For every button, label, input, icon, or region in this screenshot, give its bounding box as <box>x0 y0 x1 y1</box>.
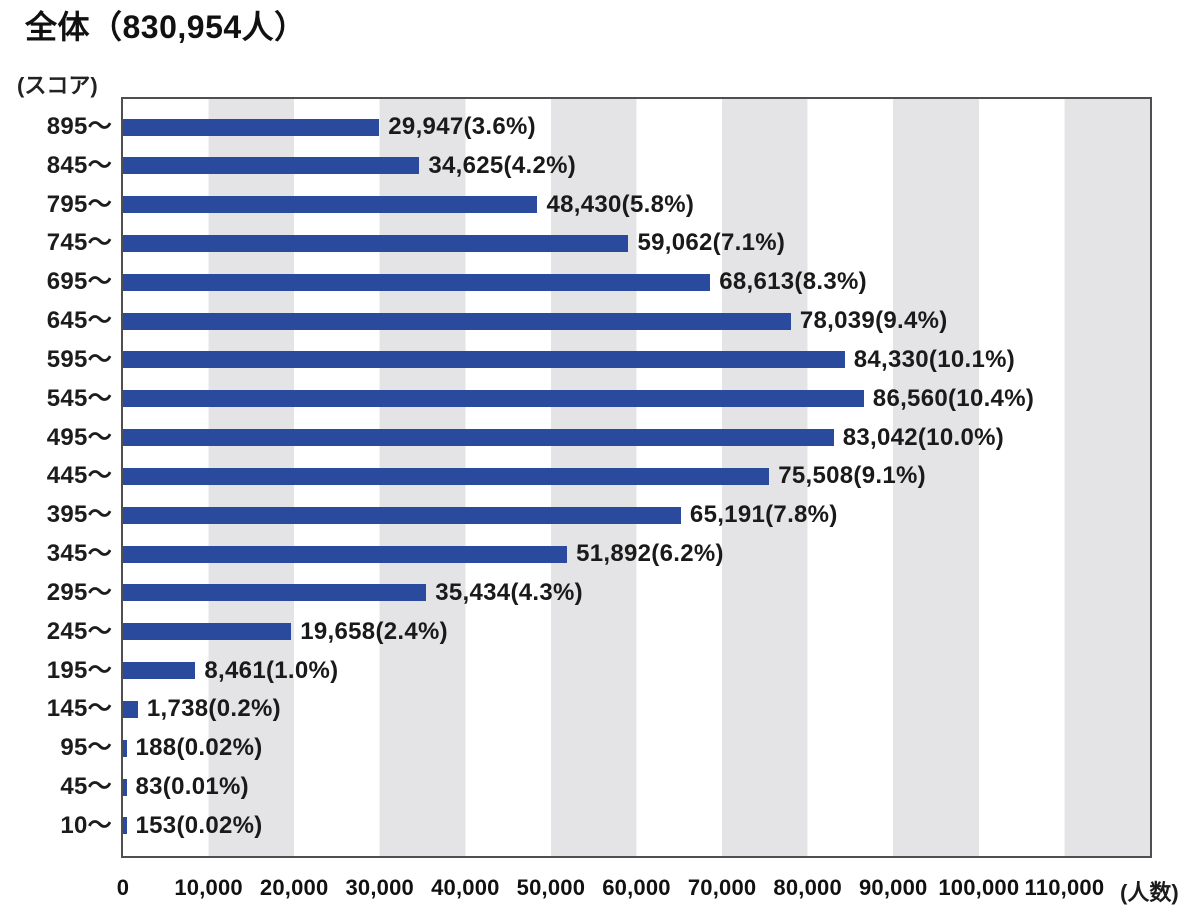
x-axis-tick-label: 90,000 <box>859 875 928 900</box>
bar <box>123 584 427 602</box>
bar-value-label: 1,738(0.2%) <box>146 695 281 723</box>
bar <box>123 545 568 563</box>
bar <box>123 234 629 252</box>
y-axis-tick-label: 145〜 <box>46 695 112 723</box>
bar-row: 1,738(0.2%) <box>123 694 281 724</box>
x-axis-tick-label: 70,000 <box>687 875 757 900</box>
bar-row: 86,560(10.4%) <box>123 384 1034 414</box>
bar <box>123 351 845 369</box>
y-axis-tick-label: 595〜 <box>46 345 112 373</box>
bar-row: 59,062(7.1%) <box>123 228 785 258</box>
y-axis-tick-label: 845〜 <box>46 151 112 179</box>
bar-row: 78,039(9.4%) <box>123 306 948 336</box>
bar-row: 153(0.02%) <box>123 811 263 841</box>
bar-value-label: 75,508(9.1%) <box>778 462 926 490</box>
x-axis-tick-label: 110,000 <box>1024 875 1105 900</box>
bar-value-label: 84,330(10.1%) <box>853 345 1016 373</box>
y-axis-tick-label: 445〜 <box>46 462 112 490</box>
y-axis-tick-label: 495〜 <box>46 423 112 451</box>
y-axis-unit-label: (スコア) <box>17 73 98 98</box>
bar-value-label: 83,042(10.0%) <box>842 423 1005 451</box>
x-axis-tick-label: 0 <box>116 875 130 900</box>
bar-row: 75,508(9.1%) <box>123 461 926 491</box>
bar <box>123 273 711 291</box>
bar-value-label: 35,434(4.3%) <box>435 578 583 606</box>
x-axis-tick-label: 80,000 <box>773 875 842 900</box>
bar-row: 34,625(4.2%) <box>123 151 576 181</box>
x-axis-tick-label: 40,000 <box>431 875 500 900</box>
bar-value-label: 19,658(2.4%) <box>300 617 448 645</box>
bar-value-label: 153(0.02%) <box>135 811 263 839</box>
x-axis-tick-label: 100,000 <box>938 875 1020 900</box>
bar-value-label: 83(0.01%) <box>135 773 249 801</box>
x-axis-tick-label: 30,000 <box>345 875 414 900</box>
bar <box>123 312 791 330</box>
y-axis-tick-label: 195〜 <box>46 656 112 684</box>
bar <box>123 778 127 796</box>
y-axis-tick-label: 645〜 <box>46 307 112 335</box>
y-axis-tick-label: 245〜 <box>46 617 112 645</box>
y-axis-tick-label: 795〜 <box>46 190 112 218</box>
bar-value-label: 8,461(1.0%) <box>204 656 339 684</box>
x-axis-tick-label: 60,000 <box>602 875 671 900</box>
y-axis-tick-label: 45〜 <box>60 773 112 801</box>
bar <box>123 739 127 757</box>
bar <box>123 196 538 214</box>
y-axis-tick-label: 295〜 <box>46 578 112 606</box>
x-axis-tick-label: 50,000 <box>516 875 586 900</box>
bar <box>123 390 864 408</box>
y-axis-tick-label: 345〜 <box>46 540 112 568</box>
bar <box>123 506 681 524</box>
bar <box>123 662 196 680</box>
bar-row: 48,430(5.8%) <box>123 190 694 220</box>
bars-layer: 29,947(3.6%) 34,625(4.2%) 48,430(5.8%) 59,0… <box>123 99 1150 856</box>
bar-row: 51,892(6.2%) <box>123 539 724 569</box>
y-axis-tick-label: 695〜 <box>46 268 112 296</box>
bar-row: 83(0.01%) <box>123 772 249 802</box>
y-axis-tick-label: 745〜 <box>46 229 112 257</box>
x-axis-unit-label: (人数) <box>1120 880 1179 905</box>
bar <box>123 817 127 835</box>
bar <box>123 429 834 447</box>
bar <box>123 700 138 718</box>
bar <box>123 118 380 136</box>
bar-row: 29,947(3.6%) <box>123 112 536 142</box>
bar-value-label: 188(0.02%) <box>135 734 263 762</box>
chart-title: 全体（830,954人） <box>25 9 307 45</box>
y-axis-tick-label: 395〜 <box>46 501 112 529</box>
y-axis-tick-label: 545〜 <box>46 384 112 412</box>
bar-value-label: 68,613(8.3%) <box>719 268 867 296</box>
y-axis: 895〜 845〜 795〜 745〜 695〜 645〜 595〜 545〜 495〜 445〜… <box>0 99 112 856</box>
bar-value-label: 48,430(5.8%) <box>546 190 695 218</box>
bar-value-label: 51,892(6.2%) <box>576 540 724 568</box>
bar-row: 84,330(10.1%) <box>123 345 1015 375</box>
bar-row: 83,042(10.0%) <box>123 423 1004 453</box>
bar-row: 188(0.02%) <box>123 733 263 763</box>
bar <box>123 157 420 175</box>
bar-value-label: 78,039(9.4%) <box>799 307 948 335</box>
y-axis-tick-label: 10〜 <box>60 811 112 839</box>
x-axis-tick-label: 20,000 <box>259 875 329 900</box>
bar-value-label: 34,625(4.2%) <box>428 151 577 179</box>
x-axis-tick-label: 10,000 <box>174 875 243 900</box>
bar-value-label: 29,947(3.6%) <box>388 113 536 140</box>
bar-row: 68,613(8.3%) <box>123 267 867 297</box>
bar-value-label: 65,191(7.8%) <box>689 501 838 529</box>
y-axis-tick-label: 95〜 <box>60 734 112 762</box>
bar-row: 35,434(4.3%) <box>123 578 583 608</box>
bar-row: 8,461(1.0%) <box>123 656 338 686</box>
bar <box>123 623 292 641</box>
bar-row: 19,658(2.4%) <box>123 617 448 647</box>
bar <box>123 467 770 485</box>
bar-value-label: 59,062(7.1%) <box>637 229 786 257</box>
bar-row: 65,191(7.8%) <box>123 500 838 530</box>
y-axis-tick-label: 895〜 <box>46 113 112 140</box>
bar-value-label: 86,560(10.4%) <box>872 384 1035 412</box>
x-axis: 0 10,000 20,000 30,000 40,000 50,000 60,000 70,… <box>117 875 1150 907</box>
